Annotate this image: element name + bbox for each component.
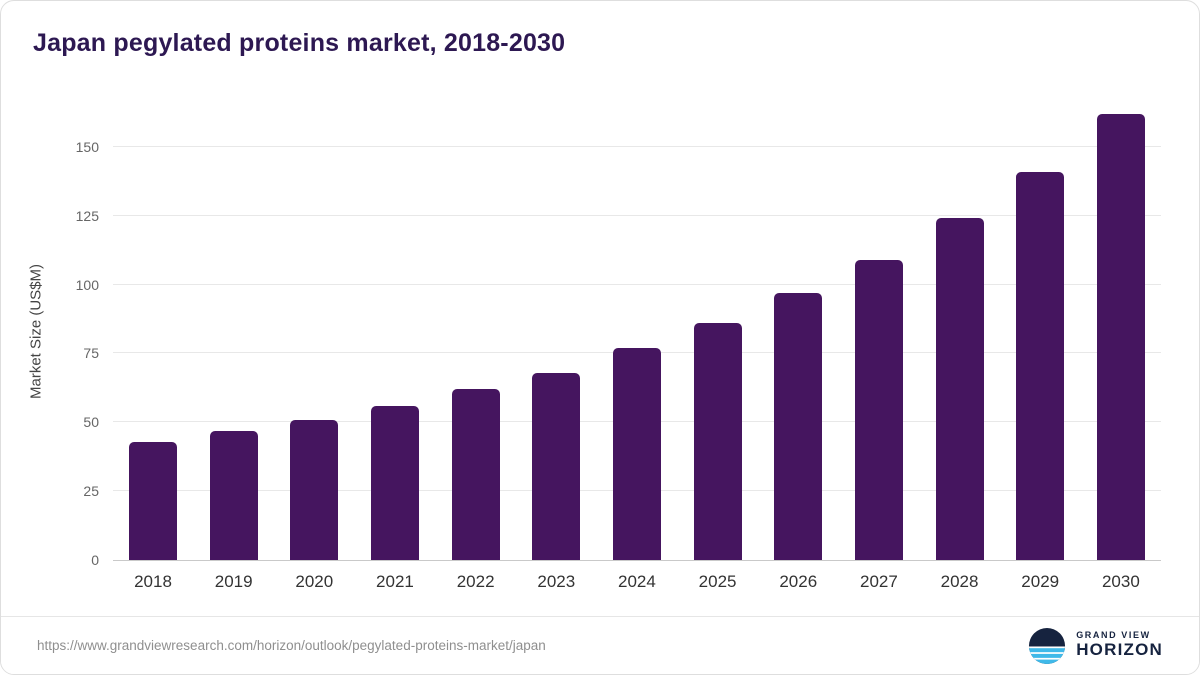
brand-name-top: GRAND VIEW	[1076, 630, 1151, 641]
plot-area: 0 25 50 75 100 125 150 2018 2019 2020 2021 2022 202…	[76, 100, 1161, 591]
x-axis-label: 2018	[134, 572, 172, 591]
gridline	[113, 214, 1161, 216]
bar-slot: 2018	[129, 100, 177, 591]
footer: https://www.grandviewresearch.com/horizo…	[1, 616, 1199, 674]
y-tick-label: 125	[75, 207, 99, 224]
bars-container: 2018 2019 2020 2021 2022 2023 2024 2025 2026 2027…	[113, 100, 1161, 591]
bar-slot: 2028	[935, 100, 984, 591]
x-axis-label: 2021	[376, 572, 414, 591]
y-tick-label: 0	[91, 552, 99, 568]
bar	[1096, 113, 1145, 560]
y-tick-label: 100	[75, 276, 99, 293]
x-axis-label: 2020	[295, 572, 334, 591]
x-axis-label: 2019	[214, 572, 253, 591]
page-title: Japan pegylated proteins market, 2018-20…	[33, 29, 566, 57]
bar	[532, 372, 581, 560]
bar	[612, 347, 661, 560]
bar	[129, 441, 177, 560]
bar-slot: 2023	[532, 100, 581, 591]
brand-logo: GRAND VIEW HORIZON	[1028, 627, 1163, 665]
y-tick-label: 75	[83, 345, 99, 362]
y-tick-label: 50	[83, 414, 99, 431]
y-tick-label: 150	[75, 138, 99, 155]
bar	[854, 259, 903, 560]
bar-slot: 2022	[451, 100, 500, 591]
bar	[693, 323, 742, 560]
y-tick-label: 25	[83, 483, 99, 500]
bar-slot: 2019	[209, 100, 258, 591]
bar	[451, 389, 500, 560]
bar	[1016, 171, 1065, 560]
bar	[290, 419, 339, 560]
x-axis-label: 2030	[1101, 572, 1140, 591]
y-axis-title: Market Size (US$M)	[27, 263, 45, 399]
bar	[370, 405, 419, 560]
bar	[774, 292, 823, 560]
brand-name: GRAND VIEW HORIZON	[1076, 630, 1163, 660]
gridline	[113, 145, 1161, 147]
bar-slot: 2021	[370, 100, 419, 591]
bar-slot: 2026	[774, 100, 823, 591]
bar-slot: 2025	[693, 100, 742, 591]
x-axis-label: 2026	[779, 572, 818, 591]
bar-slot: 2029	[1016, 100, 1065, 591]
x-axis-label: 2025	[698, 572, 737, 591]
x-axis-label: 2024	[618, 572, 656, 591]
x-axis-label: 2027	[859, 572, 898, 591]
bar-slot: 2030	[1096, 100, 1145, 591]
brand-name-bottom: HORIZON	[1076, 640, 1163, 660]
bar	[935, 218, 984, 560]
bar	[209, 430, 258, 560]
gridline	[113, 283, 1161, 285]
x-axis-label: 2028	[940, 572, 979, 591]
x-axis-label: 2023	[537, 572, 576, 591]
source-url: https://www.grandviewresearch.com/horizo…	[37, 638, 546, 653]
x-axis-label: 2022	[456, 572, 495, 591]
horizon-logo-icon	[1029, 627, 1066, 664]
bar-slot: 2020	[290, 100, 339, 591]
x-axis-label: 2029	[1021, 572, 1060, 591]
bar-slot: 2024	[612, 100, 661, 591]
bar-slot: 2027	[854, 100, 903, 591]
